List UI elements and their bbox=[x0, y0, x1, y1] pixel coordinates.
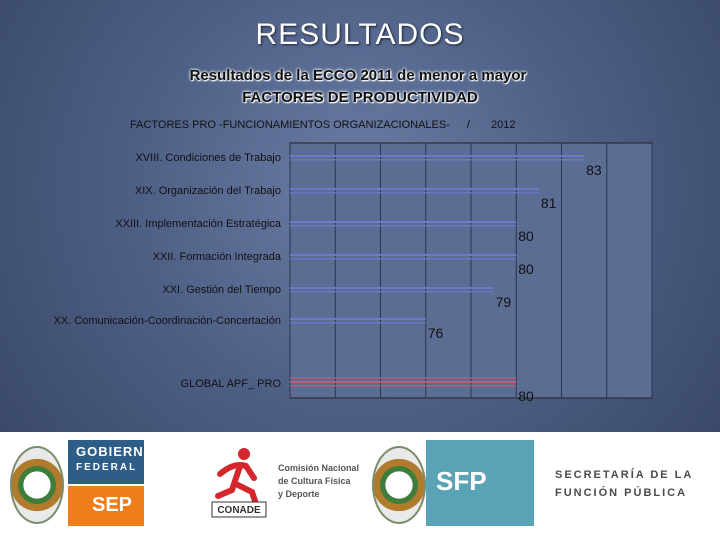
conade-text-box bbox=[211, 501, 267, 518]
category-label: XIX. Organización del Trabajo bbox=[135, 185, 281, 197]
conade-logo: CONADE bbox=[211, 448, 267, 518]
category-label: XX. Comunicación-Coordinación-Concertaci… bbox=[54, 315, 281, 327]
sfp-name: SECRETARÍA DE LA FUNCIÓN PÚBLICA bbox=[555, 466, 693, 502]
gobierno-text: GOBIERNO bbox=[76, 444, 155, 459]
slide-subtitle: Resultados de la ECCO 2011 de menor a ma… bbox=[189, 67, 527, 84]
bar-shadow bbox=[290, 159, 585, 161]
conade-name: Comisión Nacional de Cultura Física y De… bbox=[278, 462, 359, 501]
conade-line3: y Deporte bbox=[278, 489, 320, 499]
conade-line1: Comisión Nacional bbox=[278, 463, 360, 473]
category-label: XVIII. Condiciones de Trabajo bbox=[135, 152, 281, 164]
sfp-line1: SECRETARÍA DE LA bbox=[555, 469, 694, 481]
bar-shadow bbox=[290, 258, 517, 260]
bar-shadow bbox=[290, 322, 426, 324]
chart-header: FACTORES PRO -FUNCIONAMIENTOS ORGANIZACI… bbox=[130, 119, 516, 131]
bar-shadow bbox=[290, 385, 517, 387]
bar bbox=[290, 221, 517, 223]
bar bbox=[290, 188, 539, 190]
data-label: 79 bbox=[496, 294, 512, 310]
chart-header-separator: / bbox=[466, 119, 470, 131]
bar-shadow bbox=[290, 291, 494, 293]
slide-title: RESULTADOS bbox=[255, 18, 465, 51]
category-label: GLOBAL APF_ PRO bbox=[181, 378, 282, 390]
data-label: 83 bbox=[586, 162, 602, 178]
federal-text: FEDERAL bbox=[76, 462, 138, 473]
sfp-text: SFP bbox=[436, 466, 487, 496]
data-label: 81 bbox=[541, 195, 557, 211]
data-label: 80 bbox=[518, 388, 534, 404]
sfp-logo: SFP bbox=[426, 440, 534, 526]
category-label: XXII. Formación Integrada bbox=[153, 251, 282, 263]
category-label: XXI. Gestión del Tiempo bbox=[162, 284, 281, 296]
sfp-line2: FUNCIÓN PÚBLICA bbox=[555, 487, 688, 499]
bar bbox=[290, 381, 517, 383]
bar-shadow bbox=[290, 225, 517, 227]
runner-figure-icon bbox=[215, 462, 259, 507]
bar-global-upper bbox=[290, 377, 517, 379]
bar-shadow bbox=[290, 192, 539, 194]
bar bbox=[290, 254, 517, 256]
bar bbox=[290, 155, 585, 157]
data-label: 80 bbox=[518, 261, 534, 277]
mexican-seal-icon-2 bbox=[372, 446, 426, 524]
gobierno-federal-logo: GOBIERNO FEDERAL bbox=[68, 440, 154, 484]
category-label: XXIII. Implementación Estratégica bbox=[115, 218, 282, 230]
sep-text: SEP bbox=[92, 494, 133, 516]
slide-subtitle-factores: FACTORES DE PRODUCTIVIDAD bbox=[242, 89, 478, 106]
conade-line2: de Cultura Física bbox=[278, 476, 351, 486]
data-label: 80 bbox=[518, 228, 534, 244]
data-label: 76 bbox=[428, 325, 444, 341]
conade-logo-text: CONADE bbox=[217, 505, 261, 516]
chart-header-left: FACTORES PRO -FUNCIONAMIENTOS ORGANIZACI… bbox=[130, 119, 450, 131]
conade-head-icon bbox=[238, 448, 250, 460]
bar-chart: XVIII. Condiciones de Trabajo 83 XIX. Orga… bbox=[54, 142, 653, 404]
sep-logo: SEP bbox=[68, 486, 144, 526]
bar bbox=[290, 318, 426, 320]
mexican-seal-icon bbox=[10, 446, 64, 524]
chart-header-year: 2012 bbox=[491, 119, 516, 131]
bar bbox=[290, 287, 494, 289]
